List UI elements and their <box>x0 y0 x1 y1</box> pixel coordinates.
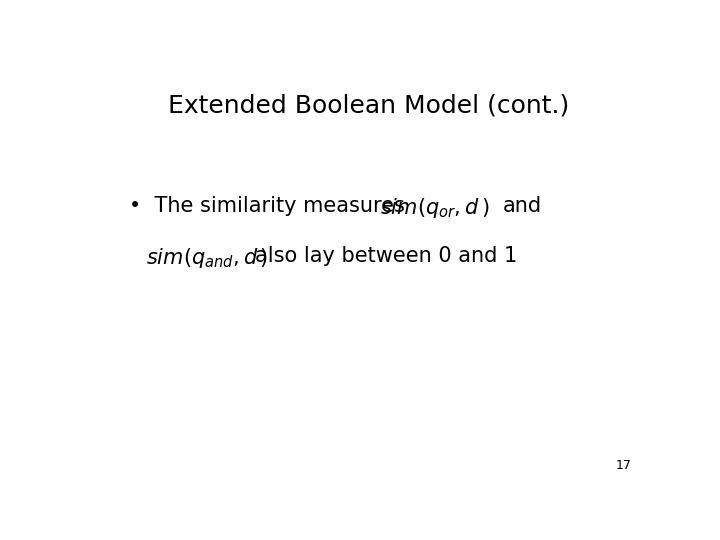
Text: and: and <box>503 196 542 216</box>
Text: Extended Boolean Model (cont.): Extended Boolean Model (cont.) <box>168 94 570 118</box>
Text: 17: 17 <box>616 460 631 472</box>
Text: •  The similarity measures: • The similarity measures <box>129 196 405 216</box>
Text: also lay between 0 and 1: also lay between 0 and 1 <box>255 246 517 266</box>
Text: $\mathit{sim}(q_{or}, d\,)$: $\mathit{sim}(q_{or}, d\,)$ <box>380 196 490 220</box>
Text: $\mathit{sim}(q_{and}, d\,)$: $\mathit{sim}(q_{and}, d\,)$ <box>145 246 268 269</box>
